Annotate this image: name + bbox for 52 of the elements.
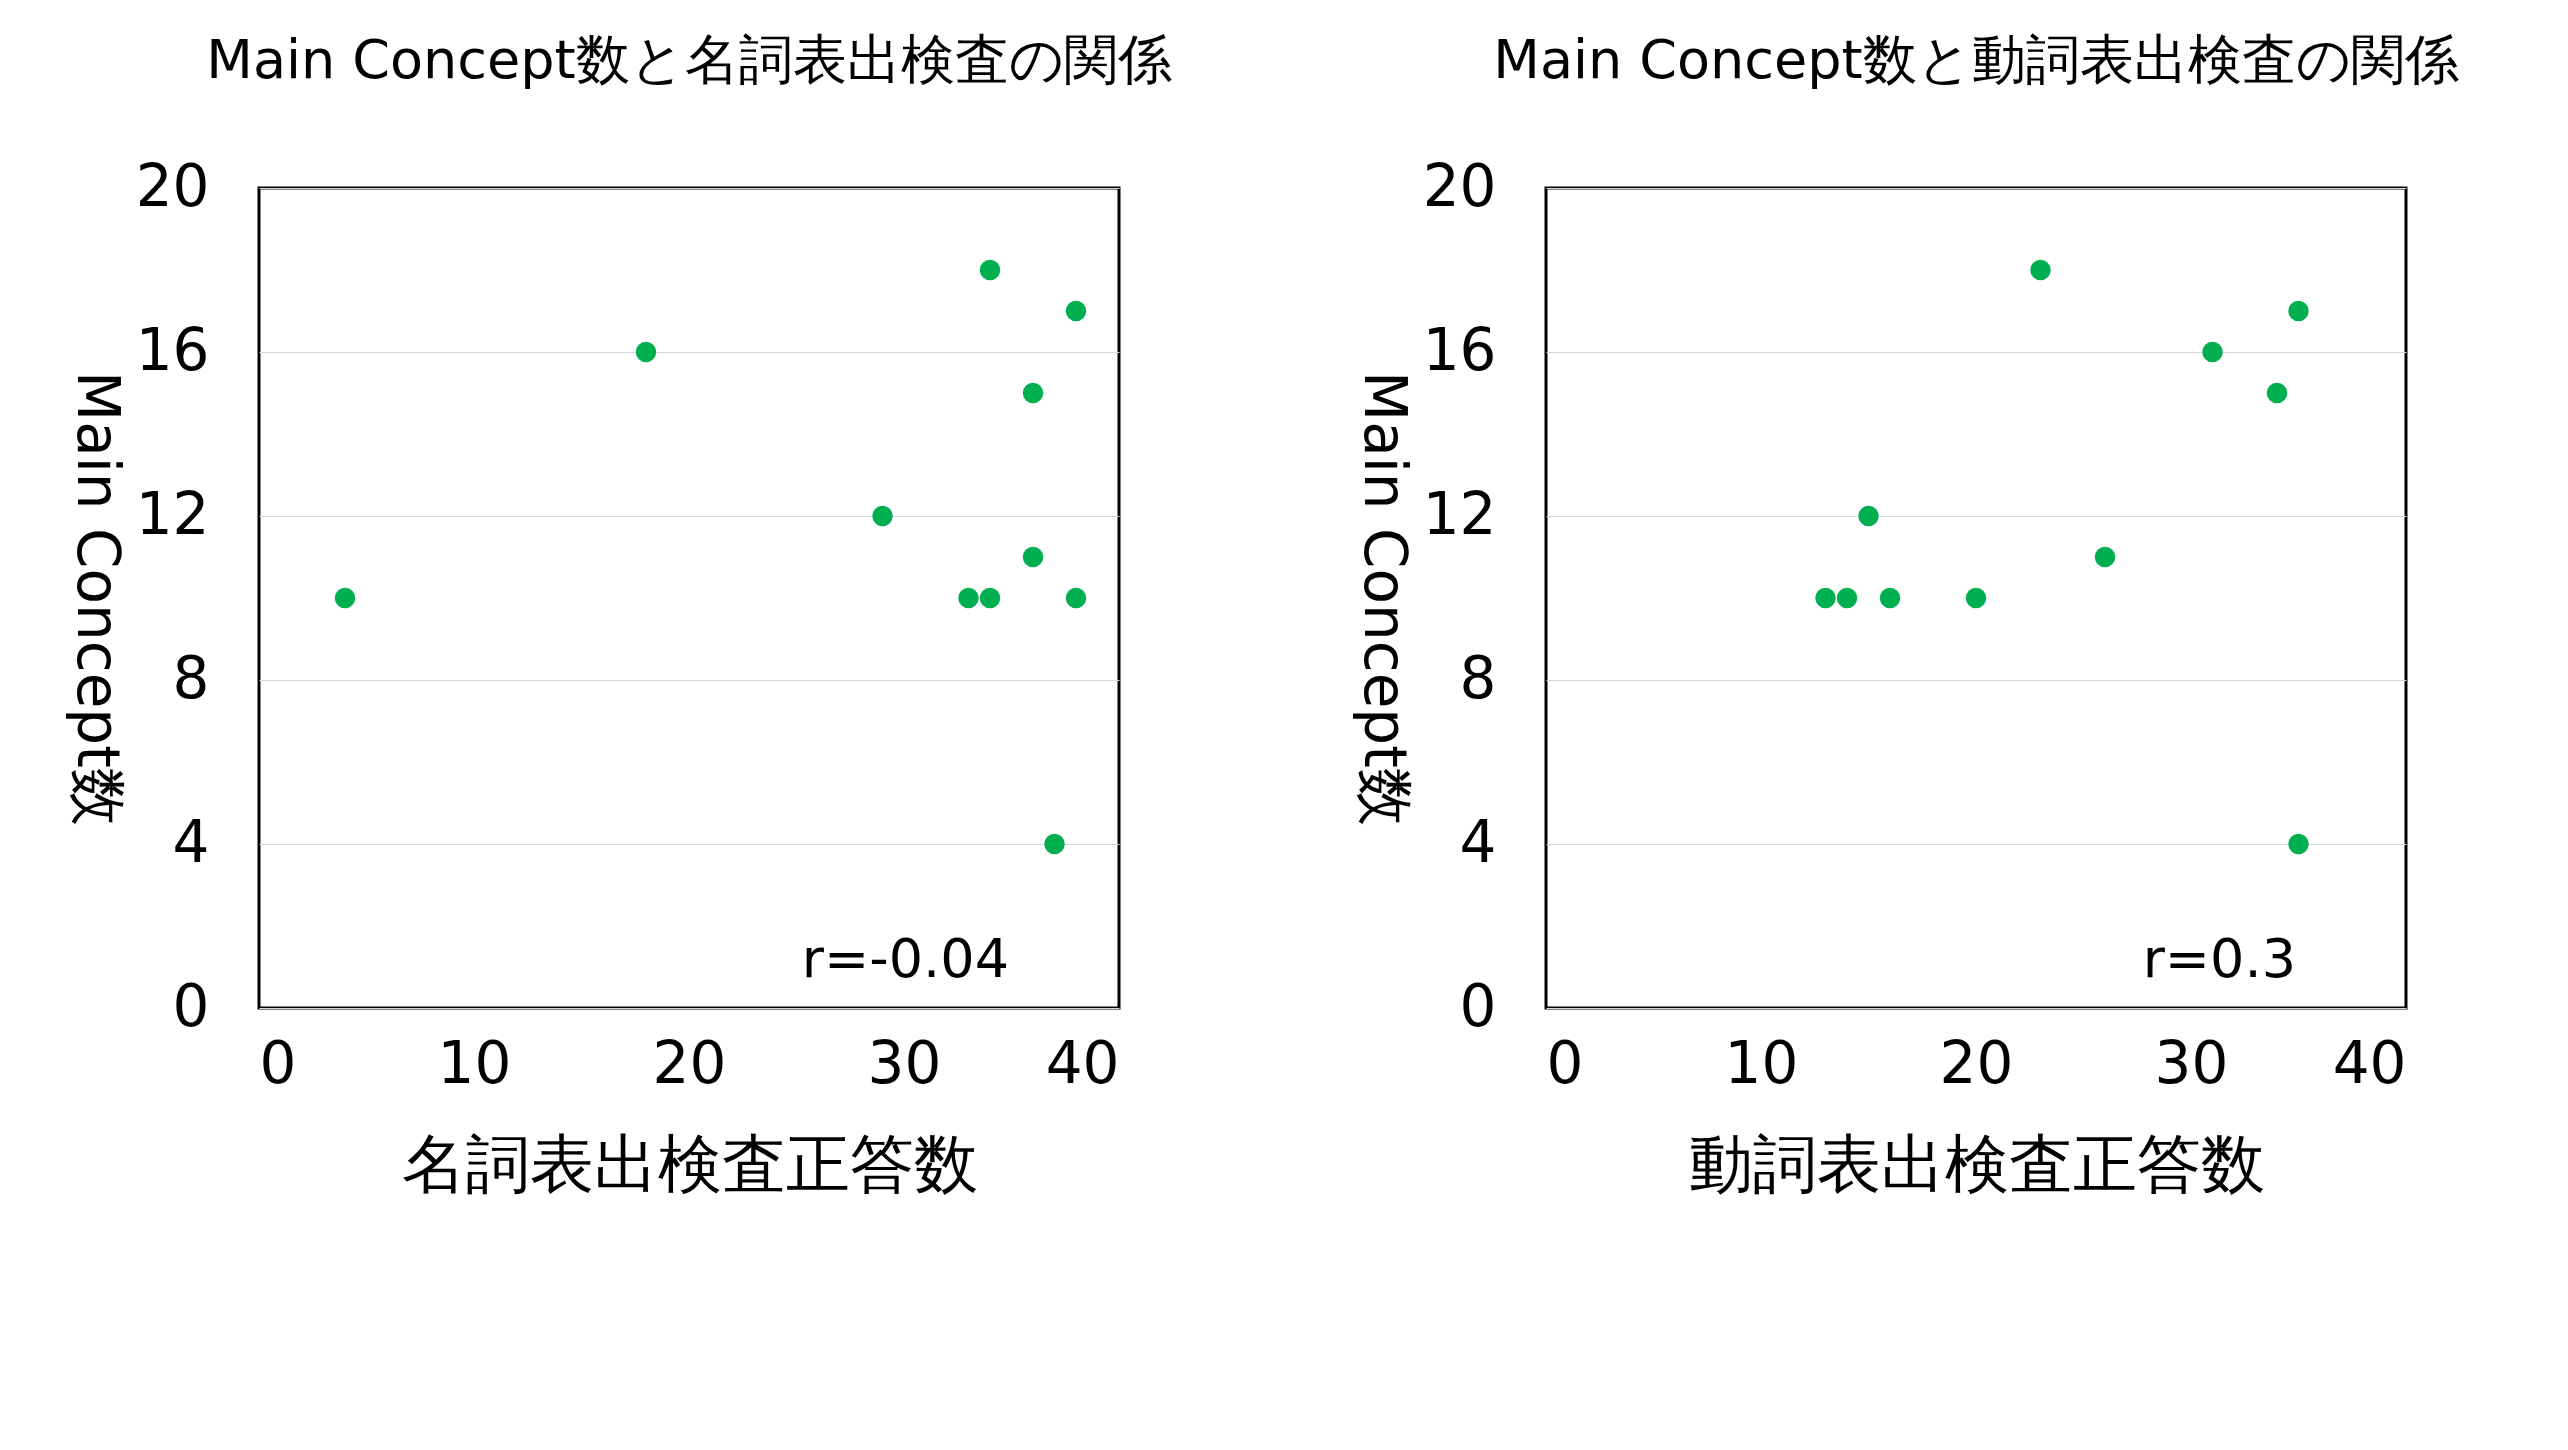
y-tick-label: 16 [1422,315,1497,384]
x-tick-label: 10 [437,1028,512,1097]
y-axis-title: Main Concept数 [63,371,132,826]
point [1065,300,1087,322]
y-tick-label: 0 [172,971,210,1040]
x-axis-title: 動詞表出検査正答数 [1688,1126,2265,1201]
y-tick-label: 4 [172,807,210,876]
point [2288,300,2309,322]
point [2094,546,2116,568]
y-tick-label: 20 [135,151,210,220]
annotation: r=-0.04 [801,927,1009,990]
point [1836,587,1858,609]
x-tick-label: 30 [2154,1028,2229,1097]
y-tick-label: 20 [1422,151,1497,220]
y-tick-label: 16 [135,315,210,384]
y-tick-label: 0 [1459,971,1497,1040]
y-tick-label: 4 [1459,807,1497,876]
point [979,587,1001,609]
point [635,341,657,363]
y-tick-label: 8 [1459,643,1497,712]
y-tick-label: 8 [172,643,210,712]
x-tick-label: 40 [1045,1028,1120,1097]
point [1022,382,1044,404]
y-tick-label: 12 [135,479,210,548]
point [2030,259,2051,281]
point [1044,833,1065,855]
y-axis-title: Main Concept数 [1350,371,1419,826]
x-tick-label: 0 [1546,1028,1584,1097]
annotation: r=0.3 [2142,927,2296,990]
x-tick-label: 10 [1724,1028,1799,1097]
point [1065,587,1087,609]
x-tick-label: 20 [652,1028,727,1097]
x-tick-label: 30 [867,1028,942,1097]
point [1879,587,1901,609]
point [979,259,1001,281]
x-tick-label: 20 [1939,1028,2014,1097]
point [2288,833,2309,855]
point [1858,505,1879,527]
point [958,587,979,609]
chart-title: Main Concept数と動詞表出検査の関係 [1493,28,2459,91]
point [1965,587,1987,609]
point [1815,587,1836,609]
point [2202,341,2223,363]
point [334,587,356,609]
y-tick-label: 12 [1422,479,1497,548]
point [872,505,893,527]
x-axis-title: 名詞表出検査正答数 [401,1126,978,1201]
chart-title: Main Concept数と名詞表出検査の関係 [206,28,1172,91]
point [1022,546,1044,568]
point [2266,382,2288,404]
x-tick-label: 40 [2332,1028,2407,1097]
x-tick-label: 0 [259,1028,297,1097]
